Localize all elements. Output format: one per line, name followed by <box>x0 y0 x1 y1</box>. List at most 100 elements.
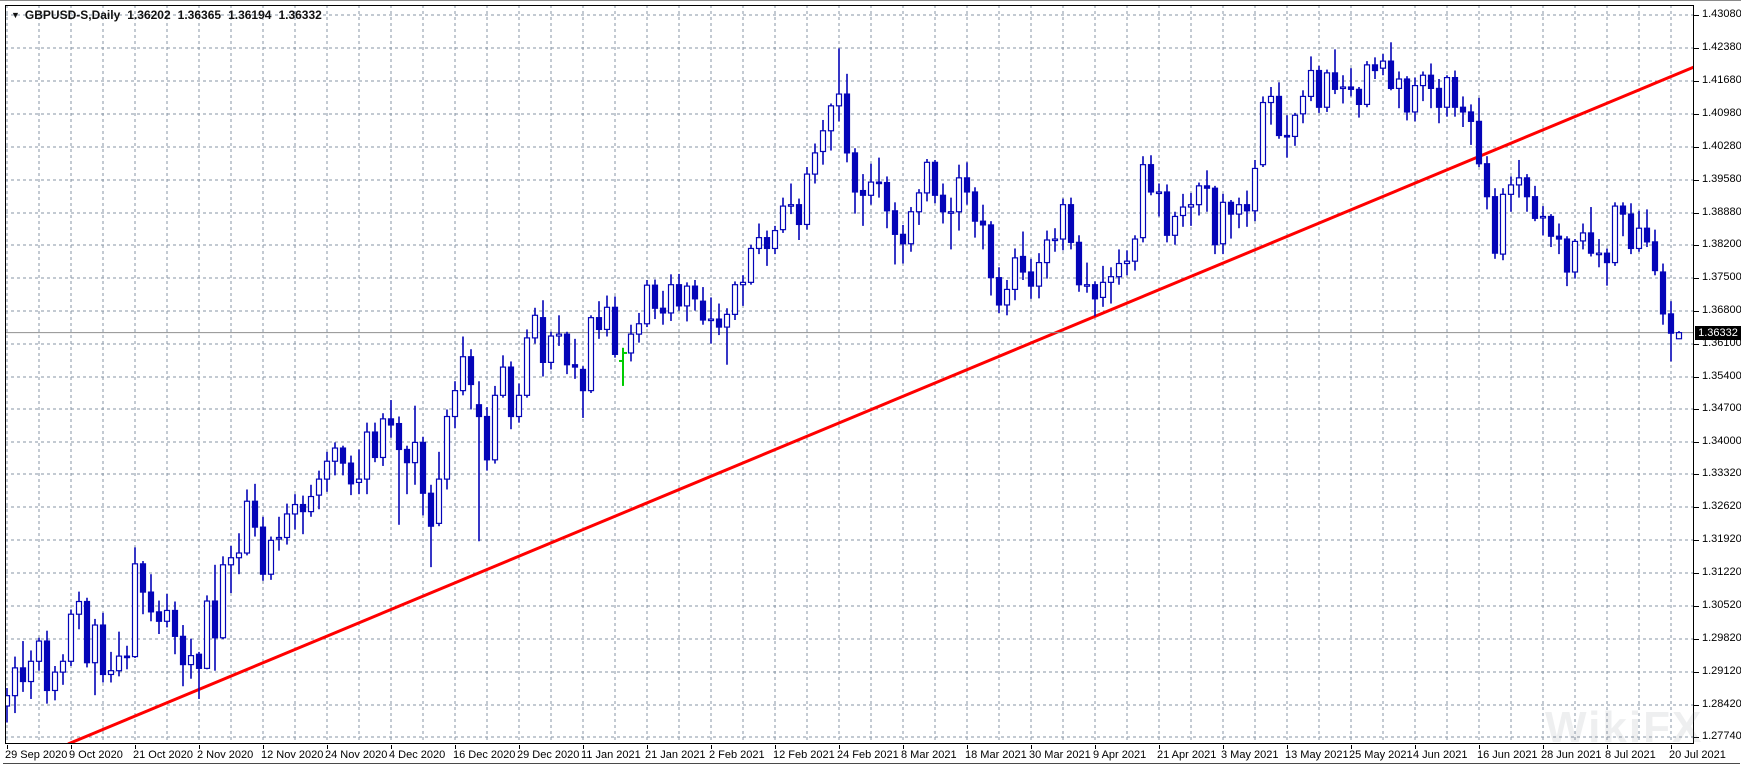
date-axis-tick <box>903 745 904 749</box>
price-axis-tick <box>1694 474 1699 475</box>
price-axis-label: 1.28420 <box>1702 698 1741 710</box>
date-axis-label: 21 Apr 2021 <box>1157 749 1217 761</box>
date-axis-label: 24 Feb 2021 <box>837 749 899 761</box>
price-axis-label: 1.33320 <box>1702 467 1741 479</box>
date-axis-tick <box>1159 745 1160 749</box>
date-axis-tick <box>967 745 968 749</box>
price-axis-tick <box>1694 737 1699 738</box>
date-axis-tick <box>1671 745 1672 749</box>
price-axis-tick <box>1694 377 1699 378</box>
chart-canvas[interactable] <box>5 5 1694 744</box>
date-axis-label: 16 Dec 2020 <box>453 749 516 761</box>
date-axis-label: 25 May 2021 <box>1349 749 1413 761</box>
price-axis-tick <box>1694 15 1699 16</box>
date-axis-label: 11 Jan 2021 <box>581 749 641 761</box>
candlestick-chart[interactable] <box>5 5 1694 744</box>
date-axis-tick <box>327 745 328 749</box>
price-axis-label: 1.38200 <box>1702 238 1741 250</box>
date-axis-tick <box>1223 745 1224 749</box>
quote-high: 1.36365 <box>177 8 222 22</box>
date-axis-label: 8 Jul 2021 <box>1605 749 1656 761</box>
date-axis-label: 4 Dec 2020 <box>389 749 446 761</box>
price-axis-label: 1.42380 <box>1702 41 1741 53</box>
price-axis-label: 1.41680 <box>1702 74 1741 86</box>
date-axis-tick <box>71 745 72 749</box>
price-axis-label: 1.34000 <box>1702 435 1741 447</box>
date-axis-tick <box>1479 745 1480 749</box>
price-axis-tick <box>1694 606 1699 607</box>
price-axis-tick <box>1694 81 1699 82</box>
date-axis-tick <box>775 745 776 749</box>
price-axis-tick <box>1694 180 1699 181</box>
symbol-label: GBPUSD-S,Daily <box>24 8 121 22</box>
price-axis-tick <box>1694 278 1699 279</box>
price-axis-label: 1.36100 <box>1702 337 1741 349</box>
date-axis-tick <box>391 745 392 749</box>
date-axis-tick <box>647 745 648 749</box>
date-axis-label: 28 Jun 2021 <box>1541 749 1602 761</box>
date-axis-tick <box>1607 745 1608 749</box>
date-axis-tick <box>263 745 264 749</box>
date-axis-tick <box>199 745 200 749</box>
price-axis-label: 1.38880 <box>1702 206 1741 218</box>
date-axis[interactable]: 29 Sep 2020 9 Oct 2020 21 Oct 2020 2 Nov 20… <box>5 745 1726 763</box>
price-axis-tick <box>1694 705 1699 706</box>
date-axis-label: 29 Dec 2020 <box>517 749 580 761</box>
price-axis-tick <box>1694 311 1699 312</box>
price-axis-label: 1.31220 <box>1702 566 1741 578</box>
date-axis-label: 8 Mar 2021 <box>901 749 957 761</box>
date-axis-tick <box>519 745 520 749</box>
date-axis-tick <box>1415 745 1416 749</box>
date-axis-label: 2 Feb 2021 <box>709 749 765 761</box>
date-axis-label: 9 Oct 2020 <box>69 749 123 761</box>
price-axis-tick <box>1694 114 1699 115</box>
date-axis-tick <box>1287 745 1288 749</box>
date-axis-label: 20 Jul 2021 <box>1669 749 1726 761</box>
symbol-dropdown-icon[interactable]: ▼ <box>11 10 20 20</box>
current-price-badge: 1.36332 <box>1695 326 1741 340</box>
price-axis-label: 1.37500 <box>1702 271 1741 283</box>
quote-open: 1.36202 <box>127 8 171 22</box>
price-axis-tick <box>1694 507 1699 508</box>
date-axis-label: 24 Nov 2020 <box>325 749 388 761</box>
date-axis-tick <box>839 745 840 749</box>
price-axis-label: 1.35400 <box>1702 370 1741 382</box>
panel-divider[interactable] <box>3 763 1740 764</box>
price-axis-label: 1.34700 <box>1702 402 1741 414</box>
date-axis-label: 2 Nov 2020 <box>197 749 254 761</box>
date-axis-label: 13 May 2021 <box>1285 749 1349 761</box>
price-axis-label: 1.29120 <box>1702 665 1741 677</box>
price-axis[interactable]: 1.36332 1.43080 1.42380 1.41680 1.40980 1.40… <box>1694 5 1741 744</box>
price-axis-label: 1.36800 <box>1702 304 1741 316</box>
price-axis-tick <box>1694 672 1699 673</box>
price-axis-tick <box>1694 147 1699 148</box>
date-axis-label: 3 May 2021 <box>1221 749 1279 761</box>
date-axis-tick <box>1543 745 1544 749</box>
date-axis-label: 16 Jun 2021 <box>1477 749 1538 761</box>
date-axis-tick <box>1095 745 1096 749</box>
price-axis-label: 1.43080 <box>1702 8 1741 20</box>
date-axis-label: 4 Jun 2021 <box>1413 749 1468 761</box>
price-axis-label: 1.39580 <box>1702 173 1741 185</box>
price-axis-tick <box>1694 639 1699 640</box>
date-axis-label: 29 Sep 2020 <box>5 749 68 761</box>
price-axis-label: 1.30520 <box>1702 599 1741 611</box>
price-axis-tick <box>1694 213 1699 214</box>
date-axis-tick <box>455 745 456 749</box>
price-axis-label: 1.27740 <box>1702 730 1741 742</box>
date-axis-tick <box>7 745 8 749</box>
date-axis-label: 12 Nov 2020 <box>261 749 324 761</box>
price-axis-tick <box>1694 48 1699 49</box>
date-axis-label: 12 Feb 2021 <box>773 749 835 761</box>
date-axis-tick <box>1351 745 1352 749</box>
watermark: WikiFX <box>1545 703 1704 752</box>
price-axis-label: 1.40980 <box>1702 107 1741 119</box>
date-axis-label: 21 Oct 2020 <box>133 749 193 761</box>
date-axis-tick <box>1031 745 1032 749</box>
quote-bar: ▼ GBPUSD-S,Daily 1.36202 1.36365 1.36194 1.36… <box>11 8 329 22</box>
date-axis-label: 21 Jan 2021 <box>645 749 706 761</box>
quote-low: 1.36194 <box>228 8 272 22</box>
date-axis-tick <box>135 745 136 749</box>
quote-close: 1.36332 <box>278 8 322 22</box>
